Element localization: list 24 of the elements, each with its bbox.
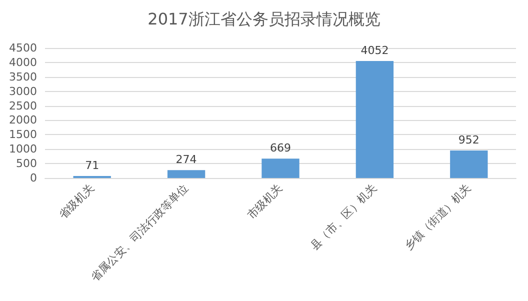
y-tick-label: 2500 xyxy=(9,99,37,112)
y-tick-label: 1500 xyxy=(9,128,37,142)
y-tick-label: 3500 xyxy=(9,70,37,84)
y-tick-label: 2000 xyxy=(9,114,37,127)
bar xyxy=(450,150,488,178)
chart-title: 2017浙江省公务员招录情况概览 xyxy=(148,10,380,28)
x-tick-label: 省级机关 xyxy=(56,181,97,222)
data-label: 4052 xyxy=(360,44,389,57)
x-tick-label: 县（市、区）机关 xyxy=(308,181,380,253)
y-tick-label: 4500 xyxy=(9,42,37,54)
y-tick-label: 0 xyxy=(30,172,37,184)
y-tick-label: 500 xyxy=(16,157,37,170)
bar xyxy=(167,170,206,178)
y-tick-label: 1000 xyxy=(9,142,37,156)
y-tick-label: 4000 xyxy=(9,56,37,69)
bar xyxy=(262,158,300,178)
x-tick-label: 市级机关 xyxy=(244,181,286,222)
x-tick-label: 乡镇（街道）机关 xyxy=(402,181,474,253)
bar xyxy=(356,60,394,178)
data-label: 274 xyxy=(176,153,197,166)
data-label: 71 xyxy=(85,158,100,172)
data-label: 952 xyxy=(458,134,480,146)
data-label: 669 xyxy=(270,142,291,155)
y-tick-label: 3000 xyxy=(9,84,37,98)
